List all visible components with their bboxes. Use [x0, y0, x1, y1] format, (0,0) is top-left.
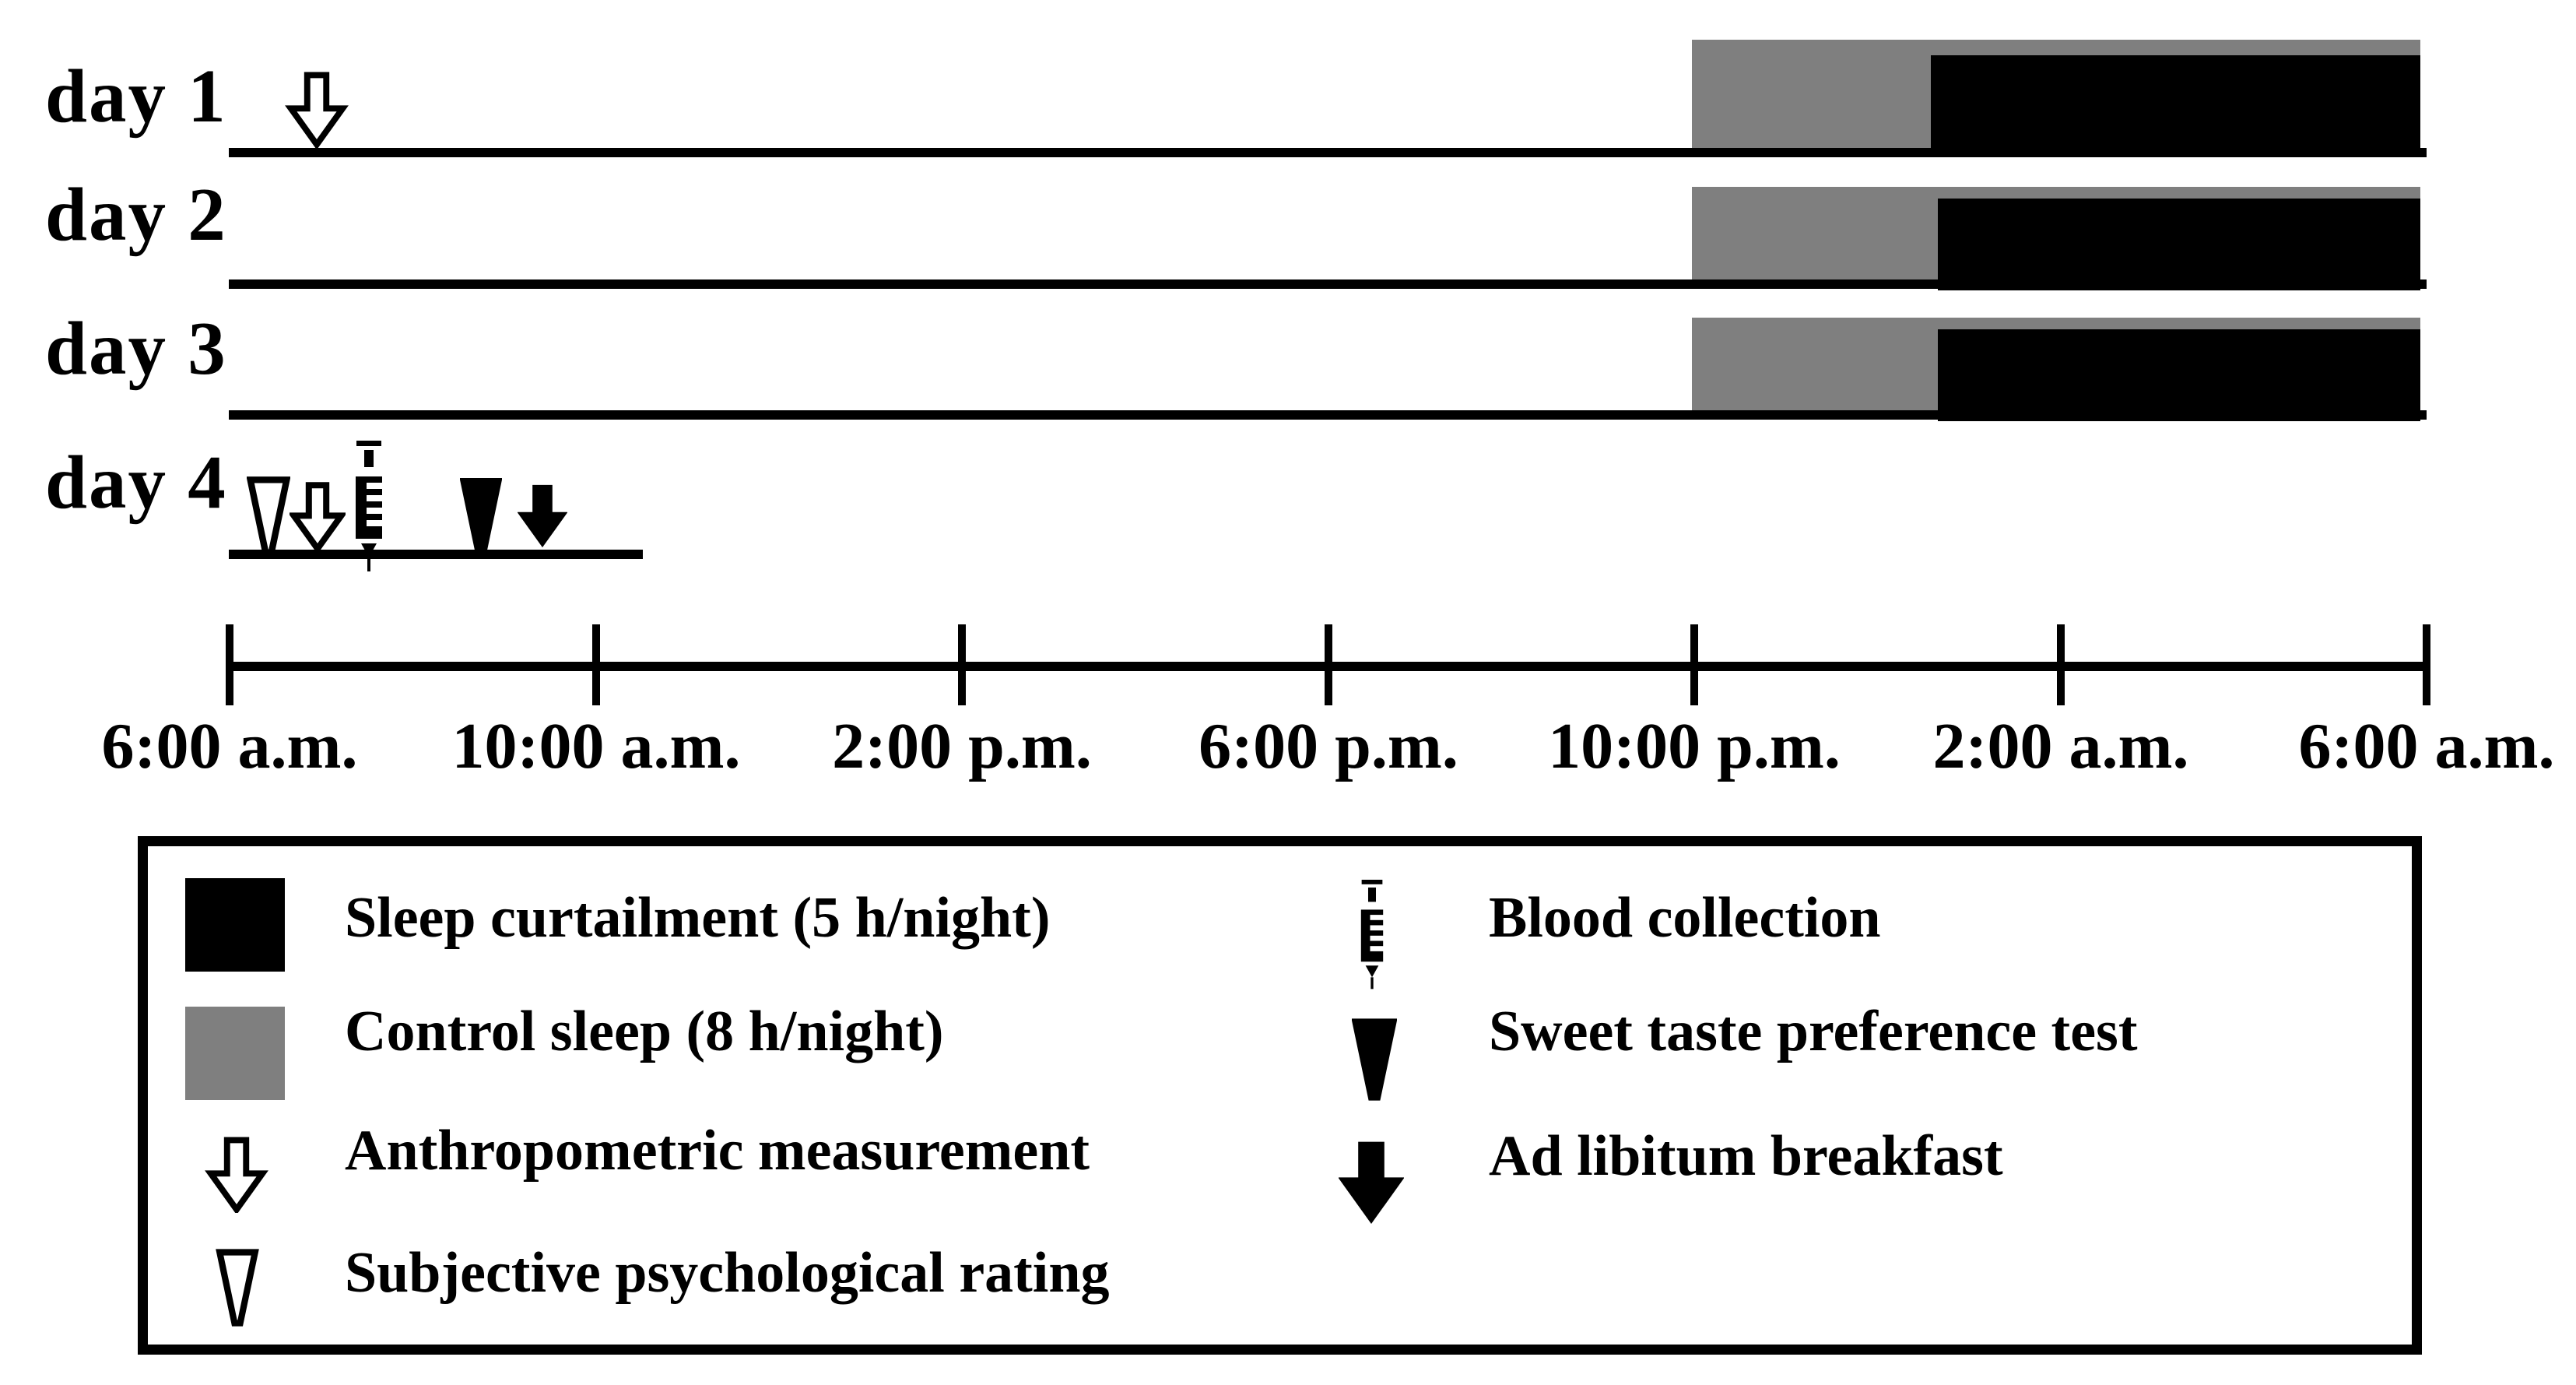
day-3-label: day 3: [45, 307, 227, 390]
axis-label-6am: 6:00 a.m.: [101, 710, 358, 782]
anthropometric-measurement-icon: [290, 482, 346, 554]
day-2-label: day 2: [45, 173, 227, 256]
axis-tick-6pm: [1325, 624, 1332, 705]
axis-label-6am2: 6:00 a.m.: [2298, 710, 2555, 782]
axis-label-2am: 2:00 a.m.: [1932, 710, 2189, 782]
axis-label-10am: 10:00 a.m.: [451, 710, 741, 782]
axis-label-2pm: 2:00 p.m.: [832, 710, 1092, 782]
day-4-timeline: [229, 550, 643, 559]
day-4-label: day 4: [45, 441, 227, 524]
syringe-icon: [1360, 880, 1385, 990]
axis-tick-2pm: [958, 624, 966, 705]
legend-label-subjective-rating: Subjective psychological rating: [345, 1241, 1110, 1305]
blood-collection-syringe-icon: [356, 441, 384, 571]
anthropometric-measurement-icon: [285, 72, 349, 148]
axis-label-10pm: 10:00 p.m.: [1548, 710, 1841, 782]
filled-down-triangle-icon: [1352, 1018, 1397, 1101]
filled-down-arrow-icon: [1339, 1141, 1404, 1225]
day-1-label: day 1: [45, 54, 227, 138]
sleep-curtailment-swatch: [185, 878, 285, 972]
day-3-sleep-curtailment-bar: [1938, 329, 2420, 421]
axis-label-6pm: 6:00 p.m.: [1199, 710, 1458, 782]
axis-tick-2am: [2057, 624, 2065, 705]
open-down-arrow-icon: [205, 1137, 268, 1213]
legend-label-blood-collection: Blood collection: [1489, 886, 1881, 950]
axis-tick-6am: [226, 624, 233, 705]
legend-label-sleep-curtailment: Sleep curtailment (5 h/night): [345, 886, 1051, 950]
day-1-timeline: [229, 148, 2427, 157]
open-down-triangle-icon: [216, 1249, 259, 1327]
legend-label-ad-libitum-breakfast: Ad libitum breakfast: [1489, 1124, 2003, 1188]
ad-libitum-breakfast-icon: [518, 484, 567, 548]
day-2-timeline: [229, 279, 2427, 289]
axis-tick-10am: [592, 624, 600, 705]
sweet-taste-preference-test-icon: [460, 477, 502, 555]
axis-tick-10pm: [1690, 624, 1698, 705]
legend-label-sweet-taste-test: Sweet taste preference test: [1489, 1000, 2138, 1063]
subjective-psychological-rating-icon: [247, 476, 290, 556]
control-sleep-swatch: [185, 1007, 285, 1100]
axis-tick-6am2: [2423, 624, 2430, 705]
legend-label-anthropometric: Anthropometric measurement: [345, 1119, 1090, 1183]
legend-label-control-sleep: Control sleep (8 h/night): [345, 1000, 944, 1063]
legend-box: [138, 836, 2422, 1355]
day-1-sleep-curtailment-bar: [1931, 55, 2420, 157]
day-3-timeline: [229, 410, 2427, 420]
day-2-sleep-curtailment-bar: [1938, 199, 2420, 290]
